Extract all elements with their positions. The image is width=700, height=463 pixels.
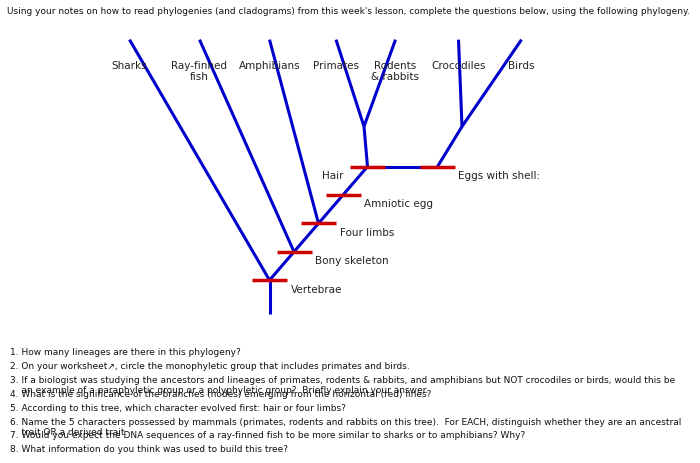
Text: 8. What information do you think was used to build this tree?: 8. What information do you think was use…: [10, 444, 288, 453]
Text: Bony skeleton: Bony skeleton: [315, 256, 388, 266]
Text: Birds: Birds: [508, 61, 535, 70]
Text: Eggs with shell:: Eggs with shell:: [458, 170, 540, 181]
Text: 4. What is the significance of the branches (nodes) emerging from the horizontal: 4. What is the significance of the branc…: [10, 389, 432, 398]
Text: Vertebrae: Vertebrae: [290, 284, 342, 294]
Text: 6. Name the 5 characters possessed by mammals (primates, rodents and rabbits on : 6. Name the 5 characters possessed by ma…: [10, 417, 682, 436]
Text: Rodents
& rabbits: Rodents & rabbits: [372, 61, 419, 82]
Text: 3. If a biologist was studying the ancestors and lineages of primates, rodents &: 3. If a biologist was studying the ances…: [10, 375, 676, 394]
Text: 7. Would you expect the DNA sequences of a ray-finned fish to be more similar to: 7. Would you expect the DNA sequences of…: [10, 431, 526, 439]
Text: Amniotic egg: Amniotic egg: [364, 199, 433, 209]
Text: Four limbs: Four limbs: [340, 227, 394, 237]
Text: Ray-finned
fish: Ray-finned fish: [172, 61, 228, 82]
Text: Using your notes on how to read phylogenies (and cladograms) from this week's le: Using your notes on how to read phylogen…: [7, 7, 690, 16]
Text: 2. On your worksheet↗, circle the monophyletic group that includes primates and : 2. On your worksheet↗, circle the monoph…: [10, 361, 410, 370]
Text: Primates: Primates: [313, 61, 359, 70]
Text: Sharks: Sharks: [112, 61, 147, 70]
Text: 5. According to this tree, which character evolved first: hair or four limbs?: 5. According to this tree, which charact…: [10, 403, 346, 412]
Text: Crocodiles: Crocodiles: [431, 61, 486, 70]
Text: Amphibians: Amphibians: [239, 61, 300, 70]
Text: 1. How many lineages are there in this phylogeny?: 1. How many lineages are there in this p…: [10, 347, 241, 357]
Text: Hair: Hair: [322, 170, 344, 181]
